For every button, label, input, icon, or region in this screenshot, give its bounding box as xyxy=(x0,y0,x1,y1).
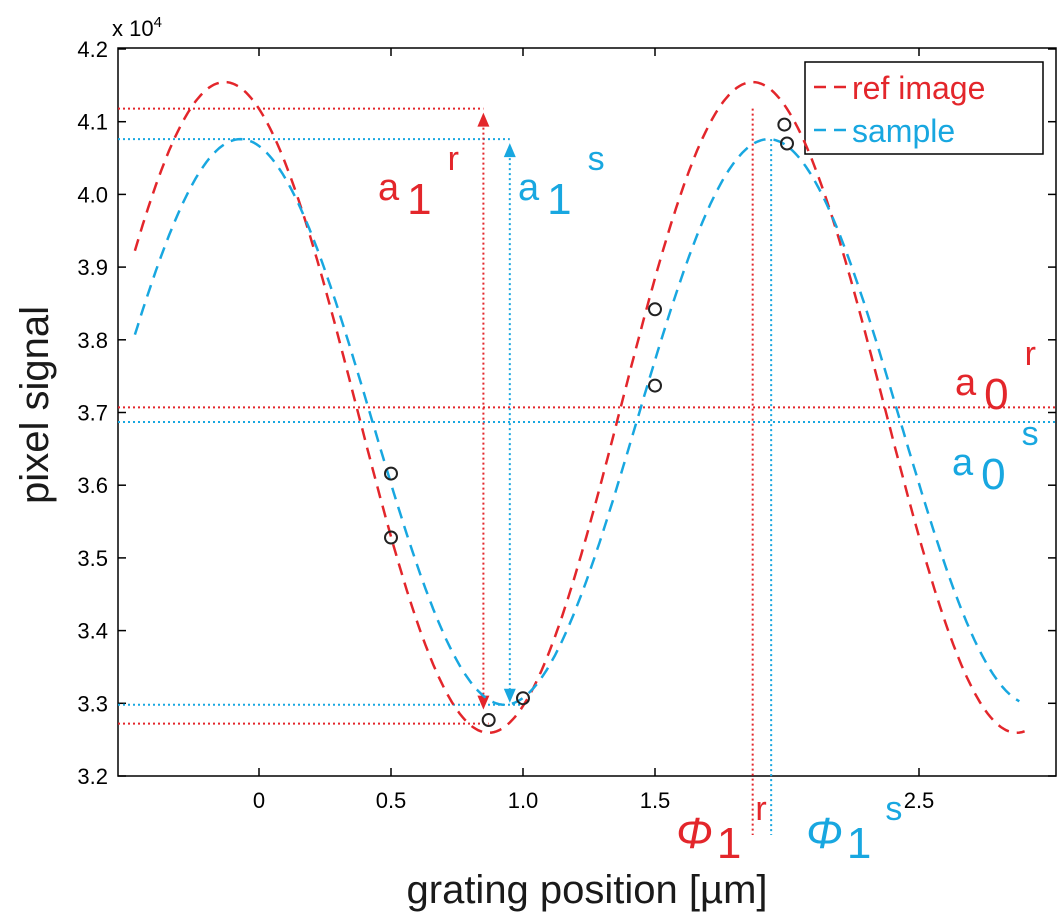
guide-lines xyxy=(118,107,1056,835)
y-tick-label: 3.8 xyxy=(77,328,108,353)
y-tick-label: 4.1 xyxy=(77,110,108,135)
annotation-phi1s: Φ1s xyxy=(806,790,902,868)
annotation-a0r: a 0r xyxy=(955,335,1036,419)
markers xyxy=(384,117,794,728)
x-tick-label: 0 xyxy=(253,788,265,813)
x-tick-label: 2.5 xyxy=(904,788,935,813)
y-tick-label: 3.5 xyxy=(77,546,108,571)
x-tick-label: 0.5 xyxy=(376,788,407,813)
y-tick-label: 3.3 xyxy=(77,691,108,716)
y-tick-label: 3.4 xyxy=(77,619,108,644)
sample-sample-marker xyxy=(384,466,398,481)
annotation-a0s: a 0s xyxy=(952,415,1039,499)
y-tick-label: 3.6 xyxy=(77,473,108,498)
y-tick-label: 3.9 xyxy=(77,255,108,280)
ref-sample-marker xyxy=(384,530,398,545)
x-tick-label: 1.0 xyxy=(508,788,539,813)
y-tick-label: 3.2 xyxy=(77,764,108,789)
sample-sample-marker xyxy=(516,691,530,706)
y-multiplier-base: x 10 xyxy=(112,16,154,41)
annotation-phi1r: Φ1r xyxy=(676,790,767,868)
sample-amplitude-arrow-head-up xyxy=(503,143,516,158)
ref-sample-marker xyxy=(777,117,792,132)
ref-amplitude-arrow-head-up xyxy=(477,112,490,127)
legend: ref image sample xyxy=(804,61,1044,155)
sample-sample-marker xyxy=(648,378,662,393)
y-tick-label: 3.7 xyxy=(77,401,108,426)
ticks: 3.2 3.3 3.4 3.5 3.6 3.7 3.8 3.9 4.0 4.1 4.2 0 0.5 1.0… xyxy=(77,37,1056,813)
y-tick-label: 4.2 xyxy=(77,37,108,62)
annotation-a1r: a 1r xyxy=(378,140,459,224)
y-axis-title: pixel signal xyxy=(13,306,57,504)
legend-label-sample: sample xyxy=(852,113,955,149)
ref-amplitude-arrow-head-down xyxy=(477,695,490,710)
annotations: a 1r a 1s a 0ra 0s Φ1r Φ1s xyxy=(378,140,1039,868)
ref-sample-marker xyxy=(648,302,662,317)
curves xyxy=(133,80,1025,734)
sample-amplitude-arrow-head-down xyxy=(503,688,516,703)
ref-sample-marker xyxy=(481,713,496,728)
sample-curve xyxy=(133,137,1020,707)
x-tick-label: 1.5 xyxy=(640,788,671,813)
legend-label-ref: ref image xyxy=(852,70,985,106)
annotation-a1s: a 1s xyxy=(518,140,605,224)
y-multiplier: x 104 xyxy=(112,14,162,41)
ref-image-curve xyxy=(133,80,1025,734)
legend-box xyxy=(804,61,1044,155)
sample-sample-marker xyxy=(780,136,794,151)
y-multiplier-exp: 4 xyxy=(154,14,162,31)
x-axis-title: grating position [µm] xyxy=(407,868,768,912)
y-tick-label: 4.0 xyxy=(77,182,108,207)
